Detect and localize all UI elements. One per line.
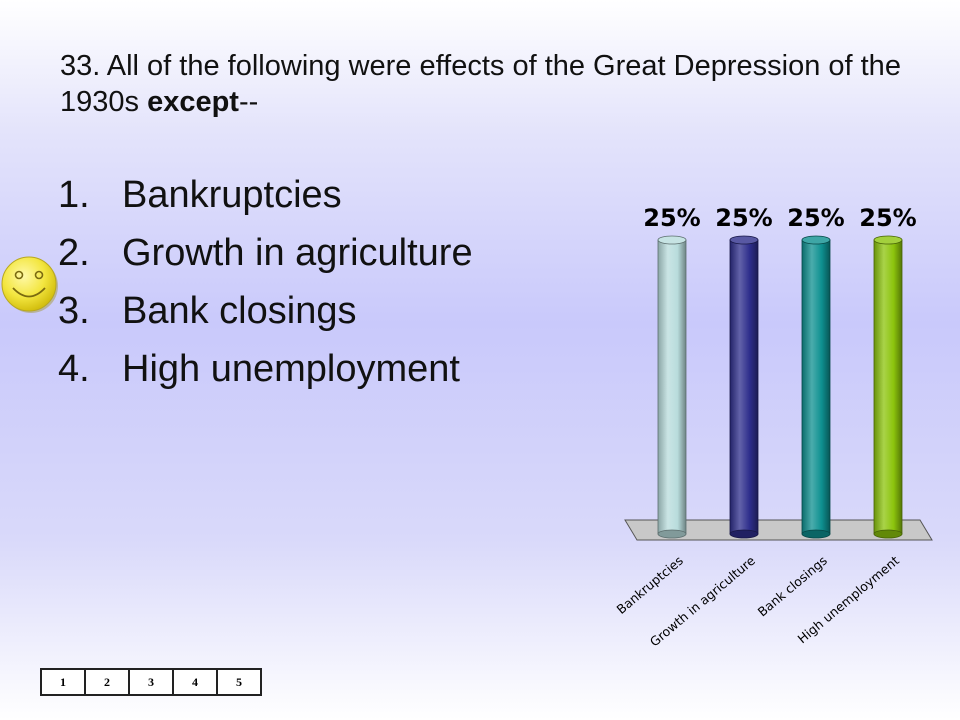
answer-label: Bankruptcies [122,174,342,216]
question-emphasis: except [147,86,239,118]
data-label-2: 25% [715,204,772,232]
bar-top-4 [873,235,903,245]
question-text: 33. All of the following were effects of… [60,48,920,120]
bar-top-1 [657,235,687,245]
answer-list: 1. Bankruptcies 2. Growth in agriculture… [58,170,578,402]
answer-option-1[interactable]: 1. Bankruptcies [58,170,578,221]
smiley-face-icon [1,256,58,313]
question-main: 33. All of the following were effects of… [60,50,901,118]
answer-number: 3. [58,290,90,332]
keypad-key-5[interactable]: 5 [236,674,242,689]
answer-label: High unemployment [122,348,460,390]
bar-4 [873,239,903,535]
bar-2 [729,239,759,535]
bar-1 [657,239,687,535]
answer-label: Growth in agriculture [122,232,473,274]
data-label-4: 25% [859,204,916,232]
answer-number: 2. [58,232,90,274]
answer-number: 1. [58,174,90,216]
keypad-key-3[interactable]: 3 [130,670,174,694]
data-label-1: 25% [643,204,700,232]
category-label-3: Bank closings [755,553,830,620]
bar-top-3 [801,235,831,245]
bar-base-3 [801,529,831,539]
keypad-key-2[interactable]: 2 [86,670,130,694]
category-label-1: Bankruptcies [614,553,686,617]
question-tail: -- [238,86,259,118]
data-label-3: 25% [787,204,844,232]
keypad-key-4[interactable]: 4 [174,670,218,694]
answer-label: Bank closings [122,290,357,332]
answer-option-2[interactable]: 2. Growth in agriculture [58,228,578,279]
bar-base-1 [657,529,687,539]
answer-number: 4. [58,348,90,390]
answer-option-4[interactable]: 4. High unemployment [58,344,578,395]
keypad-key-1[interactable]: 1 [42,670,86,694]
answer-option-3[interactable]: 3. Bank closings [58,286,578,337]
bar-base-2 [729,529,759,539]
bar-top-2 [729,235,759,245]
bar-3 [801,239,831,535]
response-keypad: 1 2 3 4 5 [40,668,262,696]
bar-base-4 [873,529,903,539]
